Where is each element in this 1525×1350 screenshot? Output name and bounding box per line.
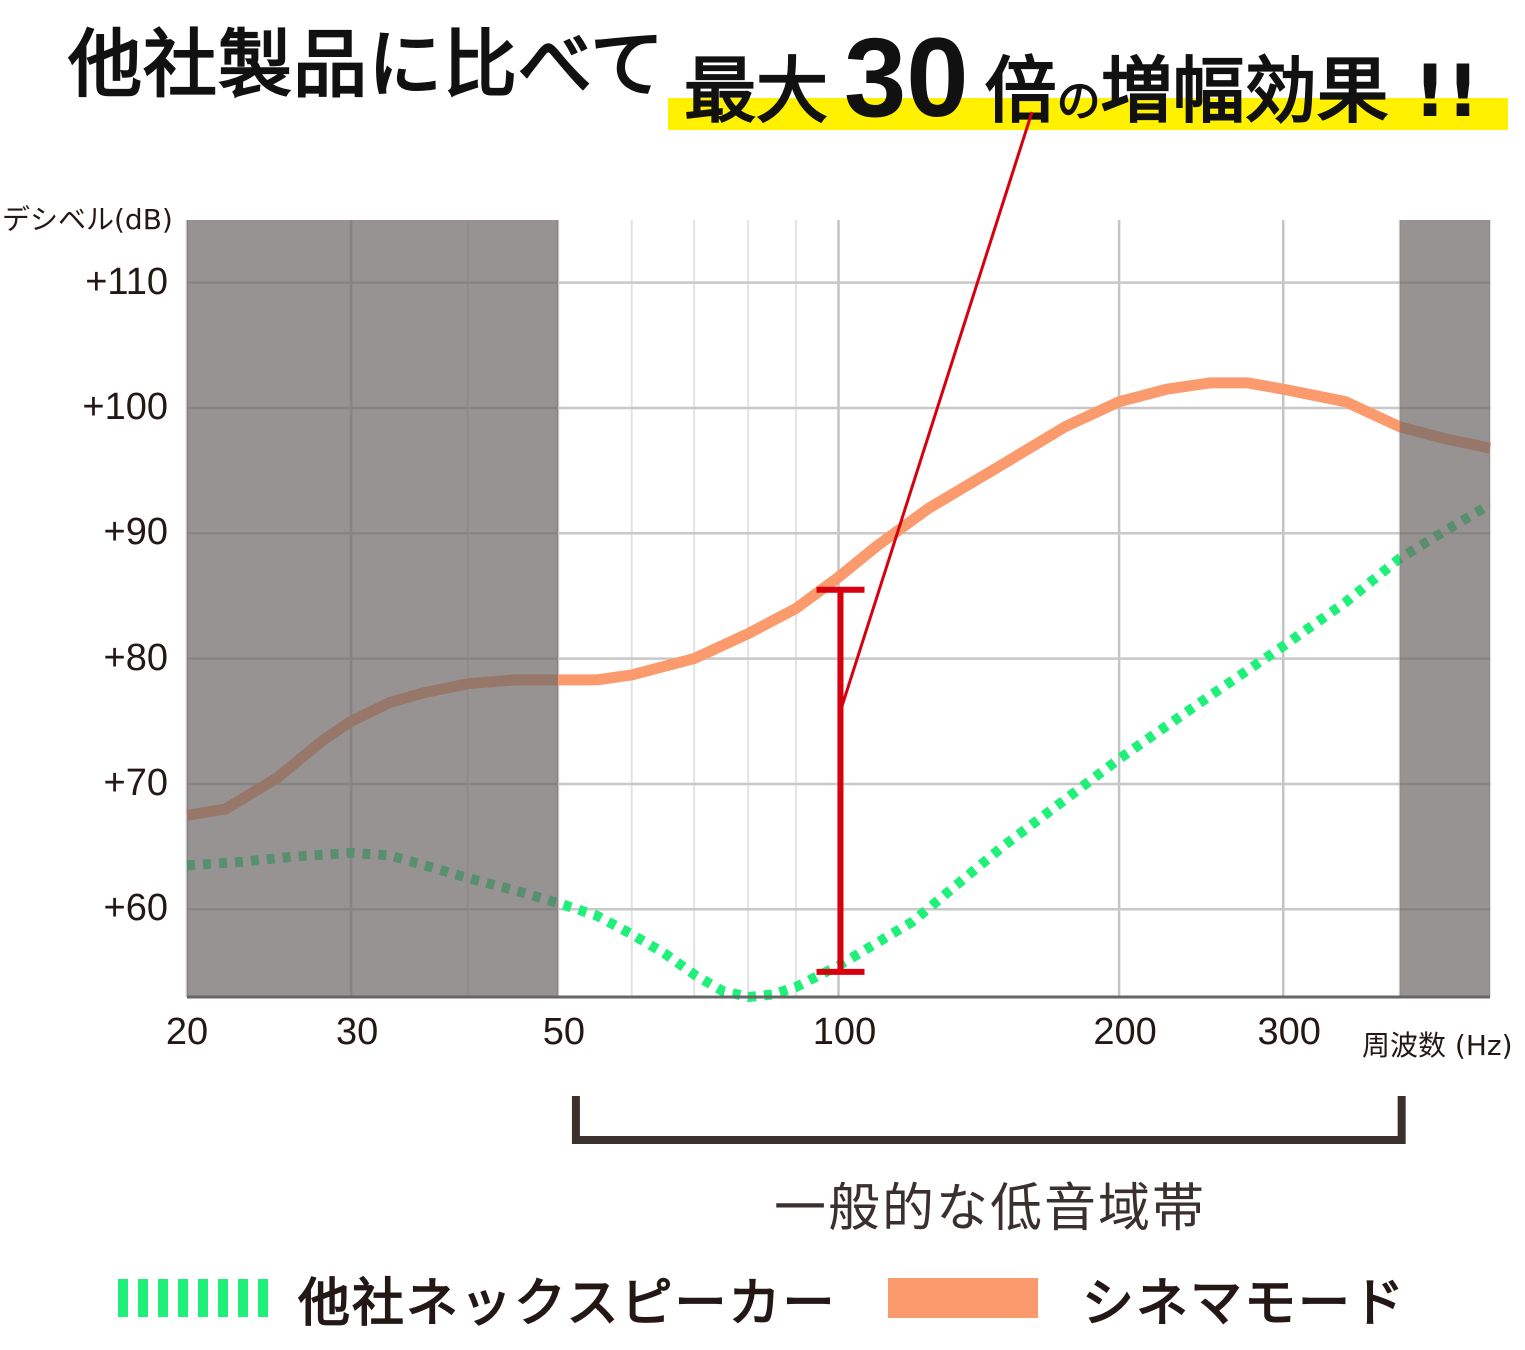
- y-tick-label: +110: [85, 260, 168, 303]
- x-tick-label: 20: [165, 1011, 209, 1053]
- headline-highlight-bar: [668, 98, 1508, 130]
- bass-band-bracket: [571, 1096, 1406, 1144]
- legend-swatch-dotted: [118, 1279, 270, 1317]
- headline-claim: 最大 30 倍の増幅効果 !!: [684, 22, 1479, 134]
- x-tick-label: 200: [1093, 1011, 1157, 1053]
- legend-item-others: 他社ネックスピーカー: [118, 1268, 836, 1334]
- x-tick-label: 30: [335, 1011, 379, 1053]
- headline-claim-prefix: 最大: [684, 49, 829, 133]
- legend-swatch-solid: [888, 1278, 1038, 1318]
- legend-item-cinema: シネマモード: [888, 1268, 1406, 1334]
- y-axis-label: デシベル(dB): [2, 203, 173, 236]
- y-tick-label: +100: [82, 385, 168, 428]
- headline-claim-suffix: 増幅効果 !!: [1100, 49, 1480, 133]
- y-tick-label: +60: [103, 887, 168, 930]
- legend-label-cinema: シネマモード: [1082, 1273, 1407, 1334]
- y-tick-label: +80: [103, 636, 168, 679]
- headline-claim-particle: の: [1056, 76, 1101, 127]
- callout-leader-line: [839, 111, 1034, 712]
- x-tick-label: 50: [542, 1011, 586, 1053]
- bass-band-label: 一般的な低音域帯: [773, 1179, 1206, 1239]
- y-tick-label: +70: [103, 761, 168, 804]
- x-tick-label: 300: [1257, 1011, 1321, 1053]
- headline-comparison: 他社製品に比べて: [68, 22, 666, 108]
- headline-claim-unit: 倍: [984, 49, 1057, 133]
- legend-label-others: 他社ネックスピーカー: [298, 1273, 837, 1334]
- x-tick-label: 100: [812, 1011, 877, 1053]
- y-tick-label: +90: [103, 511, 168, 554]
- shaded-region: [1399, 220, 1490, 997]
- x-axis-label: 周波数 (Hz): [1362, 1029, 1513, 1062]
- headline-claim-number: 30: [844, 15, 969, 140]
- shaded-region: [187, 220, 558, 997]
